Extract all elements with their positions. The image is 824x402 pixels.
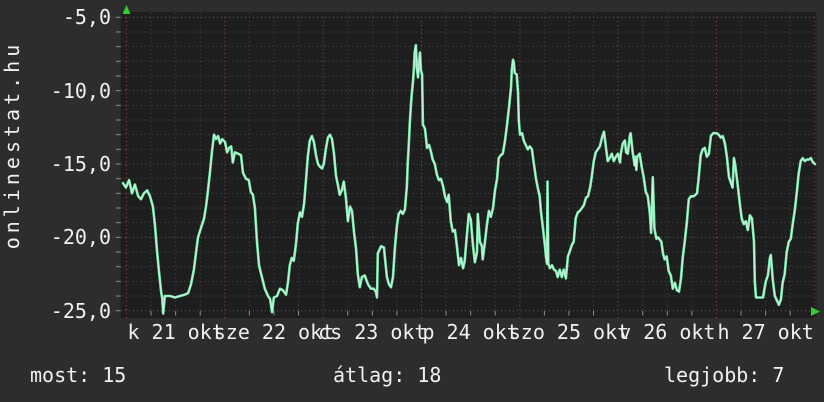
x-axis-tick-label: p 24 okt bbox=[422, 320, 519, 344]
right-arrow-icon bbox=[811, 307, 820, 316]
stat-legjobb: legjobb: 7 bbox=[664, 363, 785, 387]
stat-atlag: átlag: 18 bbox=[333, 363, 442, 387]
ping-series-line-core bbox=[122, 44, 816, 315]
up-arrow-icon bbox=[122, 5, 131, 14]
y-axis-tick-label: -10,0 bbox=[50, 79, 111, 103]
x-axis-tick-label: cs 23 okt bbox=[318, 320, 427, 344]
stat-most: most: 15 bbox=[30, 363, 127, 387]
x-axis-tick-label: v 26 okt bbox=[619, 320, 716, 344]
x-axis-tick-label: k 21 okt bbox=[127, 320, 224, 344]
y-axis-tick-label: -5,0 bbox=[62, 5, 111, 29]
watermark-text: onlinestat.hu bbox=[0, 40, 24, 250]
x-axis-tick-label: sze 22 okt bbox=[213, 320, 335, 344]
x-axis-tick-label: szo 25 okt bbox=[508, 320, 630, 344]
y-axis-tick-label: -20,0 bbox=[50, 225, 111, 249]
x-axis-tick-label: h 27 okt bbox=[717, 320, 814, 344]
y-axis-tick-label: -15,0 bbox=[50, 152, 111, 176]
y-axis-tick-label: -25,0 bbox=[50, 299, 111, 323]
